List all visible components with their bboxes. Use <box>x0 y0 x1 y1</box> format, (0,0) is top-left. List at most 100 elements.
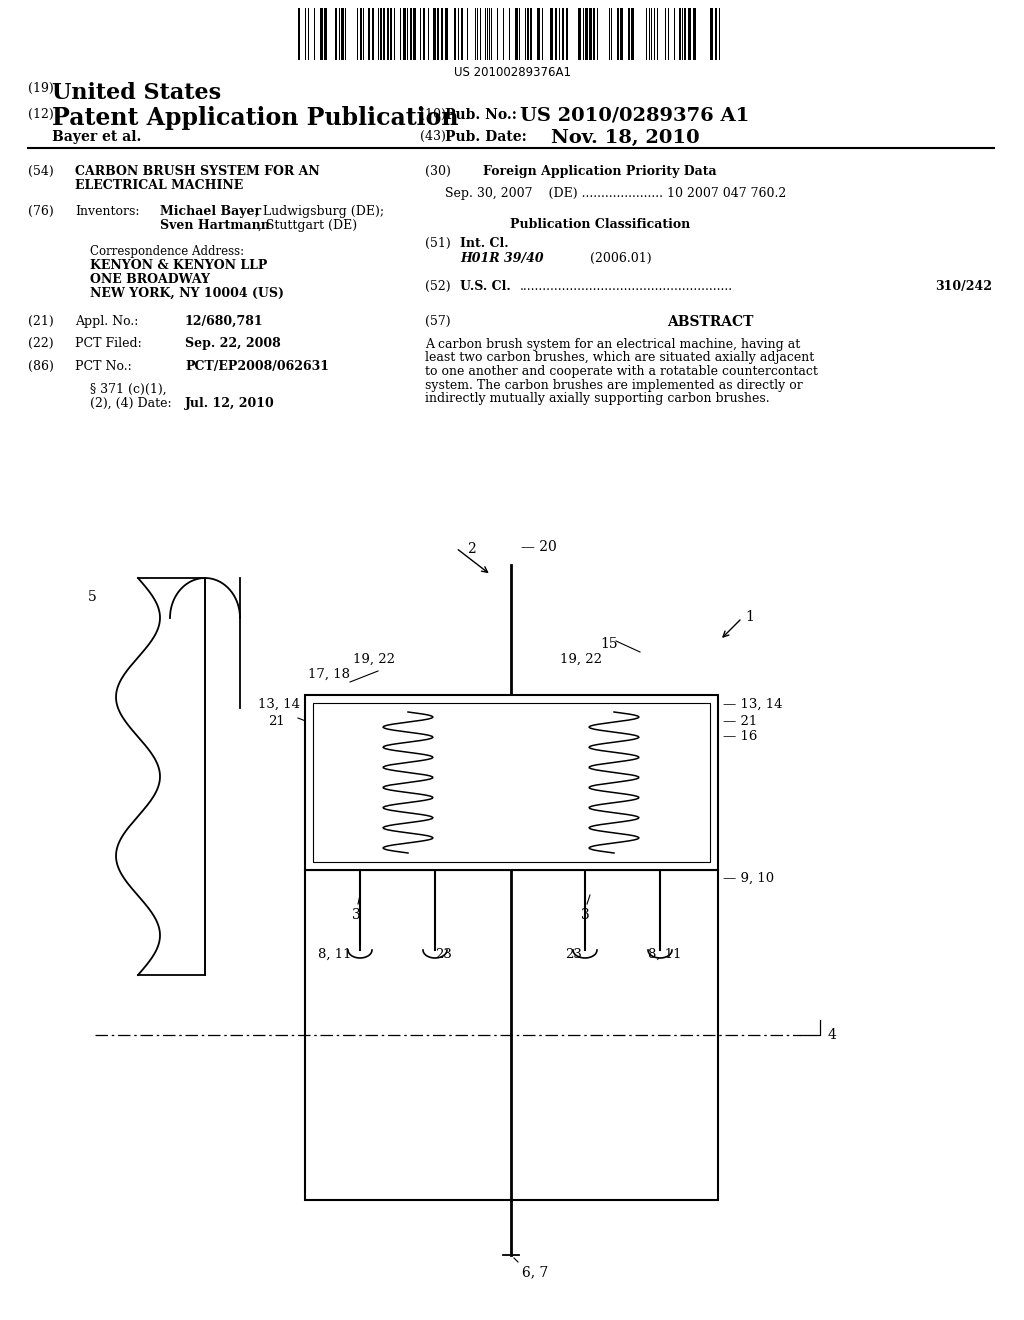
Bar <box>555 8 557 59</box>
Text: NEW YORK, NY 10004 (US): NEW YORK, NY 10004 (US) <box>90 286 284 300</box>
Text: 310/242: 310/242 <box>935 280 992 293</box>
Bar <box>679 8 681 59</box>
Text: (30): (30) <box>425 165 451 178</box>
Text: (86): (86) <box>28 360 54 374</box>
Text: — 21: — 21 <box>723 715 758 729</box>
Bar <box>445 8 449 59</box>
Bar <box>454 8 456 59</box>
Text: CARBON BRUSH SYSTEM FOR AN: CARBON BRUSH SYSTEM FOR AN <box>75 165 319 178</box>
Text: to one another and cooperate with a rotatable countercontact: to one another and cooperate with a rota… <box>425 366 818 378</box>
Text: Int. Cl.: Int. Cl. <box>460 238 509 249</box>
Text: Nov. 18, 2010: Nov. 18, 2010 <box>551 129 700 147</box>
Text: 19, 22: 19, 22 <box>560 653 602 667</box>
Text: Jul. 12, 2010: Jul. 12, 2010 <box>185 397 274 411</box>
Text: (54): (54) <box>28 165 53 178</box>
Bar <box>585 8 588 59</box>
Bar <box>537 8 540 59</box>
Text: § 371 (c)(1),: § 371 (c)(1), <box>90 383 167 396</box>
Bar <box>341 8 344 59</box>
Text: system. The carbon brushes are implemented as directly or: system. The carbon brushes are implement… <box>425 379 803 392</box>
Bar <box>360 8 362 59</box>
Text: (52): (52) <box>425 280 451 293</box>
Text: (10): (10) <box>420 108 445 121</box>
Text: Correspondence Address:: Correspondence Address: <box>90 246 244 257</box>
Text: (2), (4) Date:: (2), (4) Date: <box>90 397 172 411</box>
Text: Foreign Application Priority Data: Foreign Application Priority Data <box>483 165 717 178</box>
Text: Pub. No.:: Pub. No.: <box>445 108 517 121</box>
Text: 8, 11: 8, 11 <box>648 948 682 961</box>
Text: 17, 18: 17, 18 <box>308 668 350 681</box>
Text: (2006.01): (2006.01) <box>590 252 651 265</box>
Text: 1: 1 <box>745 610 754 624</box>
Bar <box>403 8 406 59</box>
Bar <box>433 8 436 59</box>
Bar <box>319 8 323 59</box>
Bar <box>410 8 412 59</box>
Bar <box>390 8 392 59</box>
Text: 19, 22: 19, 22 <box>353 653 395 667</box>
Text: ABSTRACT: ABSTRACT <box>667 315 754 329</box>
Text: Sven Hartmann: Sven Hartmann <box>160 219 270 232</box>
Bar <box>515 8 518 59</box>
Text: least two carbon brushes, which are situated axially adjacent: least two carbon brushes, which are situ… <box>425 351 814 364</box>
Bar <box>387 8 389 59</box>
Text: indirectly mutually axially supporting carbon brushes.: indirectly mutually axially supporting c… <box>425 392 770 405</box>
Text: (19): (19) <box>28 82 53 95</box>
Text: (51): (51) <box>425 238 451 249</box>
Text: (12): (12) <box>28 108 53 121</box>
Text: US 20100289376A1: US 20100289376A1 <box>454 66 570 79</box>
Text: (22): (22) <box>28 337 53 350</box>
Text: Michael Bayer: Michael Bayer <box>160 205 261 218</box>
Bar <box>617 8 618 59</box>
Text: 13, 14: 13, 14 <box>258 698 300 711</box>
Text: (76): (76) <box>28 205 53 218</box>
Bar <box>589 8 592 59</box>
Text: US 2010/0289376 A1: US 2010/0289376 A1 <box>520 106 750 124</box>
Text: A carbon brush system for an electrical machine, having at: A carbon brush system for an electrical … <box>425 338 800 351</box>
Bar <box>324 8 327 59</box>
Text: 15: 15 <box>600 638 617 651</box>
Bar <box>437 8 439 59</box>
Bar <box>335 8 337 59</box>
Text: Inventors:: Inventors: <box>75 205 139 218</box>
Text: ELECTRICAL MACHINE: ELECTRICAL MACHINE <box>75 180 244 191</box>
Bar <box>368 8 370 59</box>
Bar <box>628 8 630 59</box>
Text: 6, 7: 6, 7 <box>522 1265 549 1279</box>
Bar <box>372 8 374 59</box>
Bar <box>305 696 718 870</box>
Text: U.S. Cl.: U.S. Cl. <box>460 280 511 293</box>
Bar <box>423 8 425 59</box>
Bar <box>527 8 529 59</box>
Text: .......................................................: ........................................… <box>520 280 733 293</box>
Text: H01R 39/40: H01R 39/40 <box>460 252 544 265</box>
Bar <box>380 8 382 59</box>
Bar <box>530 8 532 59</box>
Text: KENYON & KENYON LLP: KENYON & KENYON LLP <box>90 259 267 272</box>
Text: Pub. Date:: Pub. Date: <box>445 129 526 144</box>
Text: — 9, 10: — 9, 10 <box>723 873 774 884</box>
Bar <box>684 8 686 59</box>
Bar <box>593 8 595 59</box>
Bar <box>383 8 385 59</box>
Text: 23: 23 <box>435 948 452 961</box>
Text: , Stuttgart (DE): , Stuttgart (DE) <box>258 219 357 232</box>
Text: Sep. 30, 2007    (DE) ..................... 10 2007 047 760.2: Sep. 30, 2007 (DE) .....................… <box>445 187 786 201</box>
Bar <box>620 8 623 59</box>
Bar <box>693 8 696 59</box>
Bar <box>550 8 553 59</box>
Text: — 20: — 20 <box>521 540 557 554</box>
Text: (21): (21) <box>28 315 53 327</box>
Bar <box>298 8 300 59</box>
Text: , Ludwigsburg (DE);: , Ludwigsburg (DE); <box>255 205 384 218</box>
Text: PCT/EP2008/062631: PCT/EP2008/062631 <box>185 360 329 374</box>
Text: 12/680,781: 12/680,781 <box>185 315 263 327</box>
Text: Appl. No.:: Appl. No.: <box>75 315 138 327</box>
Text: — 13, 14: — 13, 14 <box>723 698 782 711</box>
Bar <box>461 8 463 59</box>
Text: 4: 4 <box>828 1028 837 1041</box>
Bar <box>562 8 564 59</box>
Text: 3: 3 <box>352 908 360 921</box>
Bar <box>631 8 634 59</box>
Bar <box>710 8 713 59</box>
